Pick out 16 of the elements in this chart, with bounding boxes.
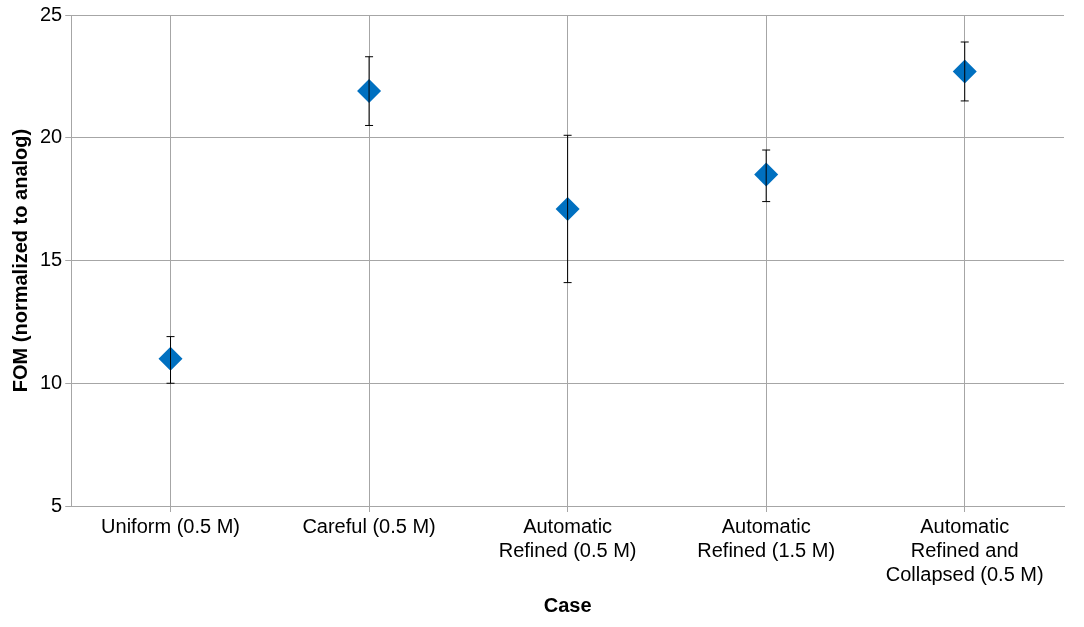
x-axis-title: Case xyxy=(543,593,592,616)
point xyxy=(754,162,779,187)
point xyxy=(158,346,183,371)
x-tick-label: Automatic Refined and Collapsed (0.5 M) xyxy=(885,514,1044,585)
y-tick-label: 5 xyxy=(51,493,63,516)
y-tick-label: 20 xyxy=(40,125,63,148)
y-tick-label: 10 xyxy=(40,370,63,393)
point xyxy=(952,59,977,84)
x-tick-label: Uniform (0.5 M) xyxy=(101,514,240,537)
point xyxy=(555,196,580,221)
x-tick-label: Careful (0.5 M) xyxy=(302,514,436,537)
y-axis-title: FOM (normalized to analog) xyxy=(8,128,31,393)
y-tick-label: 15 xyxy=(40,248,63,271)
x-tick-label: Automatic Refined (0.5 M) xyxy=(498,514,637,561)
y-tick-label: 25 xyxy=(40,2,63,25)
x-tick-label: Automatic Refined (1.5 M) xyxy=(697,514,836,561)
